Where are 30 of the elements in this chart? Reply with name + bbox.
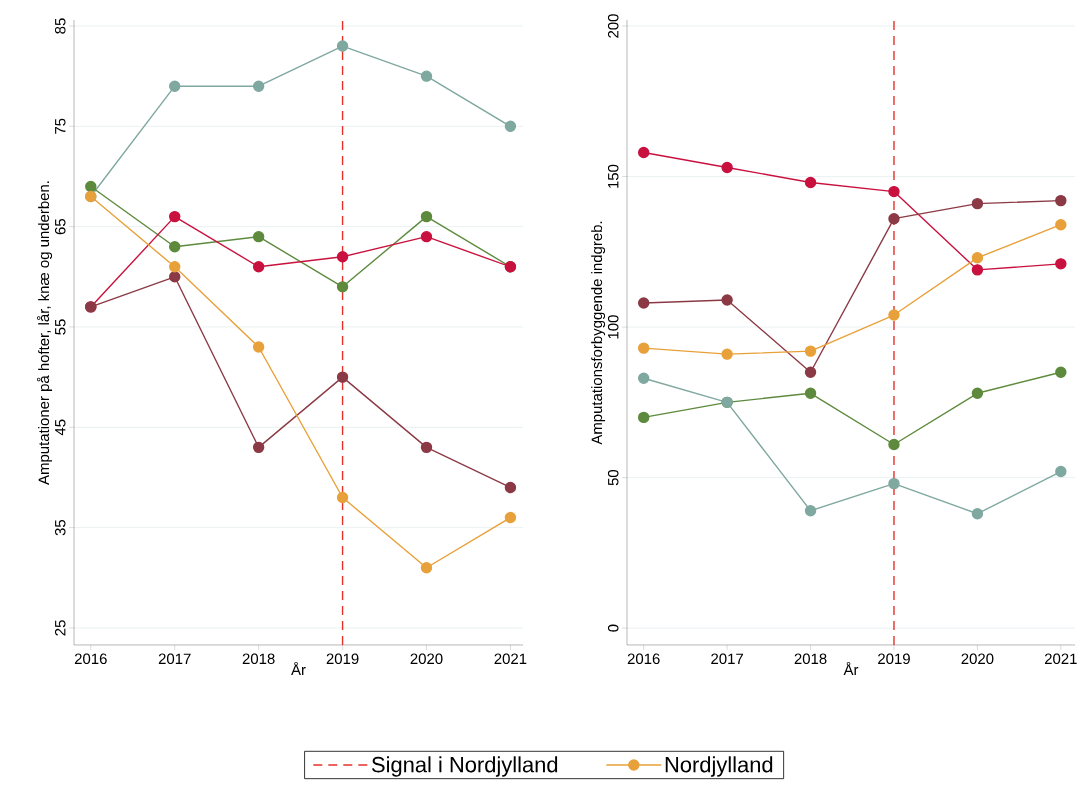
- y-tick-label: 65: [54, 218, 66, 235]
- y-tick-label: 45: [55, 419, 66, 436]
- x-tick-label: 2017: [711, 653, 743, 665]
- y-tick-label: 75: [55, 118, 66, 134]
- y-tick-label: 50: [607, 469, 619, 486]
- x-tick-label: 2020: [961, 653, 994, 665]
- y-tick-label: 0: [607, 624, 619, 632]
- y-tick-label: 85: [54, 18, 66, 34]
- x-tick-label: 2016: [74, 653, 107, 665]
- y-axis-title: Amputationsforbyggende indgreb.: [591, 221, 606, 445]
- x-tick-label: 2019: [326, 653, 359, 665]
- x-tick-label: 2018: [794, 653, 827, 665]
- y-tick-label: 35: [54, 519, 66, 536]
- legend-label: Signal i Nordjylland: [371, 756, 558, 777]
- y-tick-label: 55: [55, 319, 66, 335]
- x-tick-label: 2021: [494, 653, 527, 665]
- y-tick-label: 25: [54, 620, 66, 636]
- x-tick-label: 2019: [878, 653, 910, 665]
- x-axis-title: År: [843, 661, 859, 675]
- legend-label: Nordjylland: [665, 756, 773, 777]
- x-tick-label: 2021: [1044, 653, 1077, 665]
- x-axis-title: År: [291, 661, 306, 675]
- y-tick-label: 100: [607, 315, 619, 339]
- y-axis-title: Amputationer på hofter, lår, knæ og underben.: [36, 181, 53, 485]
- y-tick-label: 200: [607, 14, 619, 38]
- x-tick-label: 2016: [627, 653, 660, 665]
- y-tick-label: 150: [607, 164, 619, 188]
- x-tick-label: 2020: [410, 653, 443, 665]
- x-tick-label: 2017: [158, 653, 191, 665]
- x-tick-label: 2018: [242, 653, 275, 665]
